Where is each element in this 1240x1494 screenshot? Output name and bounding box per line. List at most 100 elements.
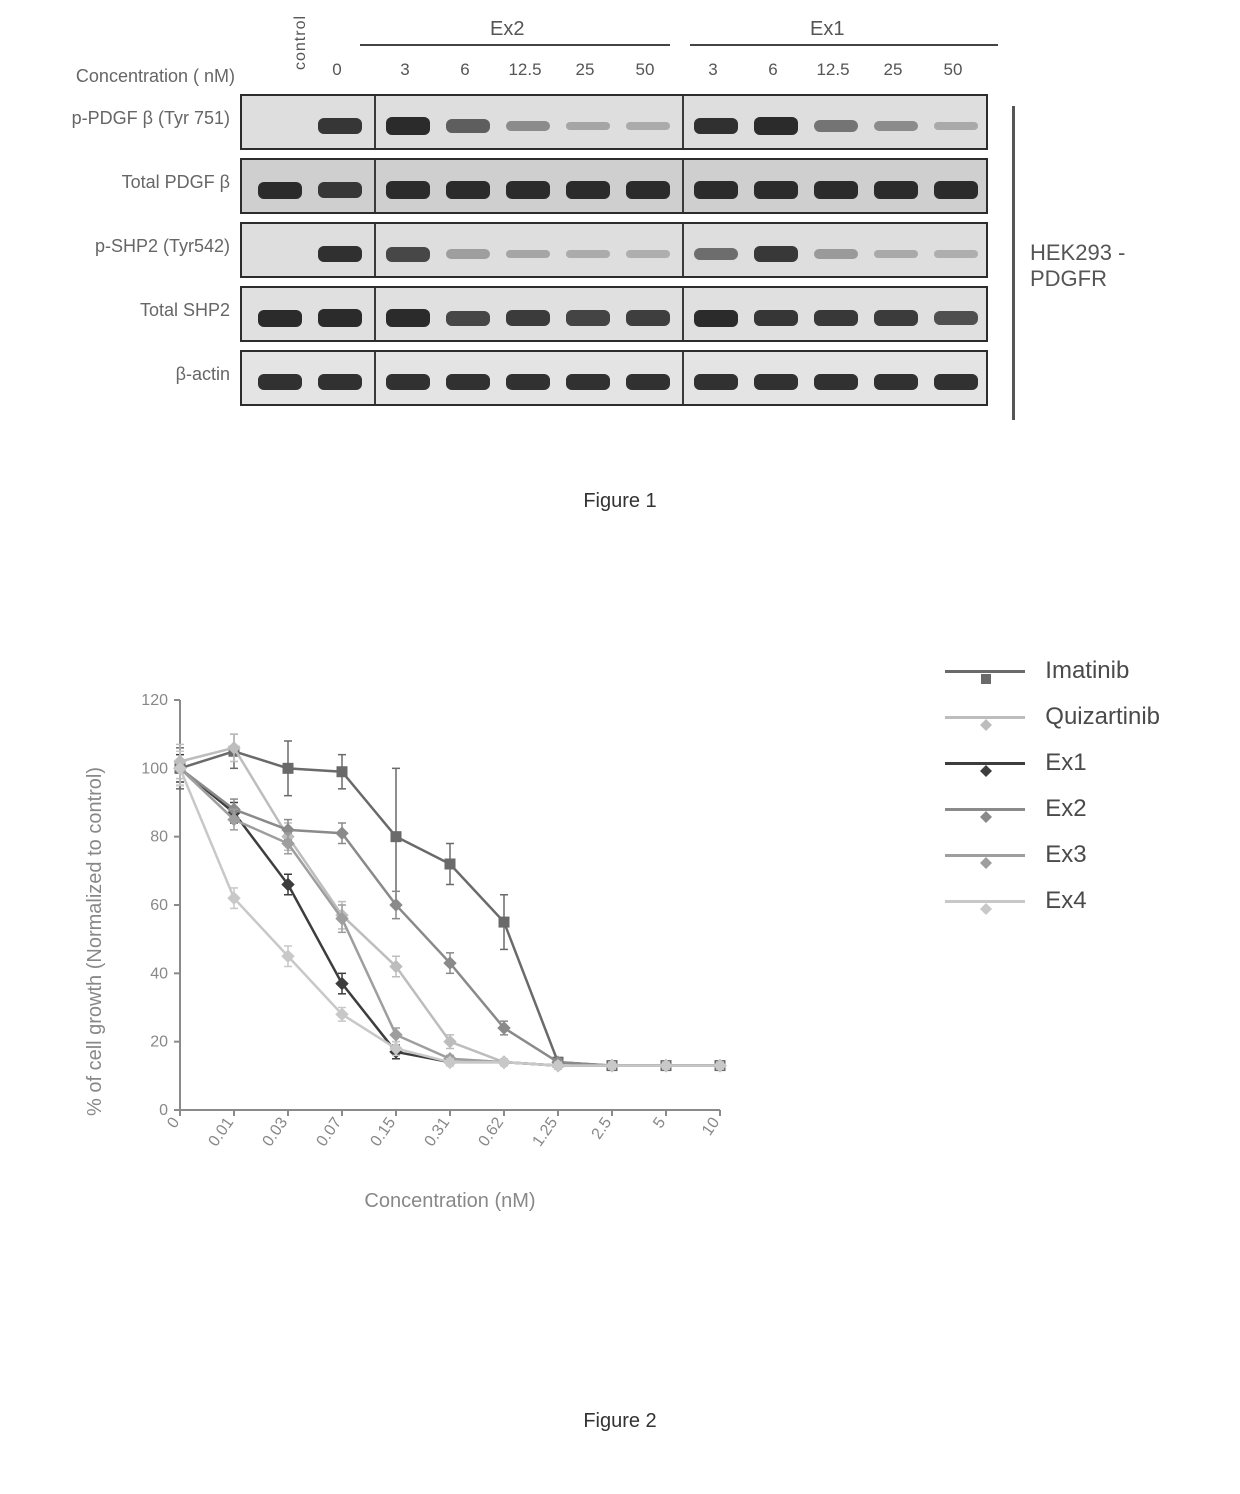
blot-row-label: Total SHP2 xyxy=(40,300,230,321)
svg-text:10: 10 xyxy=(699,1114,723,1138)
band xyxy=(694,310,737,327)
band xyxy=(506,121,549,132)
group-ex2-bar xyxy=(360,44,670,46)
blot-row: p-SHP2 (Tyr542) xyxy=(240,222,1000,280)
group-ex1-label: Ex1 xyxy=(810,18,844,41)
legend-label: Quizartinib xyxy=(1045,703,1160,731)
band xyxy=(814,310,857,326)
band xyxy=(874,181,917,199)
band xyxy=(934,250,977,258)
legend-swatch xyxy=(945,808,1025,811)
band xyxy=(318,309,361,326)
legend-label: Ex3 xyxy=(1045,841,1086,869)
dose-response-chart: 02040608010012000.010.030.070.150.310.62… xyxy=(120,680,740,1200)
svg-text:0.15: 0.15 xyxy=(367,1114,399,1149)
legend-label: Ex2 xyxy=(1045,795,1086,823)
band xyxy=(566,250,609,258)
lane-separator xyxy=(374,160,376,212)
band xyxy=(318,246,361,263)
band xyxy=(874,121,917,132)
legend-item: Ex3 xyxy=(945,832,1160,878)
lane-separator xyxy=(682,352,684,404)
blot-lane-box xyxy=(240,158,988,214)
band xyxy=(446,311,489,326)
band xyxy=(566,374,609,391)
band xyxy=(694,118,737,135)
band xyxy=(258,310,301,327)
chart-legend: Imatinib Quizartinib Ex1 Ex2 Ex3 Ex4 xyxy=(945,648,1160,924)
band xyxy=(814,120,857,132)
legend-label: Ex4 xyxy=(1045,887,1086,915)
band xyxy=(386,374,429,391)
blot-lane-box xyxy=(240,94,988,150)
band xyxy=(874,250,917,259)
svg-text:40: 40 xyxy=(150,965,168,982)
lane-separator xyxy=(374,224,376,276)
svg-text:0: 0 xyxy=(164,1114,183,1131)
blot-row: β-actin xyxy=(240,350,1000,408)
legend-marker-icon xyxy=(979,849,993,877)
concentration-value: 50 xyxy=(928,60,978,80)
svg-text:5: 5 xyxy=(650,1114,669,1131)
svg-text:20: 20 xyxy=(150,1034,168,1051)
band xyxy=(506,181,549,198)
band xyxy=(386,117,429,135)
svg-text:60: 60 xyxy=(150,897,168,914)
legend-marker-icon xyxy=(979,665,993,693)
legend-marker-icon xyxy=(979,895,993,923)
svg-text:120: 120 xyxy=(141,692,168,709)
legend-marker-icon xyxy=(979,803,993,831)
band xyxy=(318,182,361,198)
band xyxy=(874,310,917,326)
figure-2-caption: Figure 2 xyxy=(0,1410,1240,1433)
concentration-value: 12.5 xyxy=(808,60,858,80)
blot-row: p-PDGF β (Tyr 751) xyxy=(240,94,1000,152)
legend-swatch xyxy=(945,900,1025,903)
concentration-value: 50 xyxy=(620,60,670,80)
band xyxy=(258,374,301,391)
band xyxy=(626,181,669,199)
band xyxy=(626,374,669,391)
band xyxy=(626,250,669,258)
cell-line-bracket xyxy=(1012,106,1015,420)
svg-text:1.25: 1.25 xyxy=(529,1114,561,1149)
band xyxy=(694,181,737,199)
blot-row: Total PDGF β xyxy=(240,158,1000,216)
legend-swatch xyxy=(945,854,1025,857)
band xyxy=(446,119,489,133)
series-ex4 xyxy=(174,751,726,1071)
legend-label: Ex1 xyxy=(1045,749,1086,777)
series-quizartinib xyxy=(174,734,726,1071)
legend-item: Ex4 xyxy=(945,878,1160,924)
cell-line-label: HEK293 - PDGFR xyxy=(1030,240,1200,292)
figure-1-caption: Figure 1 xyxy=(0,490,1240,513)
band xyxy=(506,250,549,259)
band xyxy=(814,181,857,198)
svg-text:0.01: 0.01 xyxy=(205,1114,237,1149)
legend-marker-icon xyxy=(979,711,993,739)
concentration-value: 12.5 xyxy=(500,60,550,80)
concentration-value: 3 xyxy=(380,60,430,80)
svg-text:100: 100 xyxy=(141,760,168,777)
band xyxy=(446,249,489,258)
svg-text:0: 0 xyxy=(159,1102,168,1119)
band xyxy=(318,118,361,134)
band xyxy=(934,311,977,326)
concentration-values-row: 03612.525503612.52550 xyxy=(240,60,1000,86)
legend-item: Imatinib xyxy=(945,648,1160,694)
band xyxy=(754,310,797,326)
band xyxy=(446,374,489,391)
band xyxy=(814,374,857,391)
lane-separator xyxy=(682,288,684,340)
y-axis-label: % of cell growth (Normalized to control) xyxy=(84,767,107,1116)
blot-row-label: p-SHP2 (Tyr542) xyxy=(40,236,230,257)
lane-separator xyxy=(682,96,684,148)
band xyxy=(694,248,737,261)
legend-item: Ex1 xyxy=(945,740,1160,786)
band xyxy=(446,181,489,198)
blot-lane-box xyxy=(240,222,988,278)
band xyxy=(318,374,361,391)
band xyxy=(626,310,669,326)
concentration-value: 25 xyxy=(868,60,918,80)
concentration-value: 6 xyxy=(440,60,490,80)
